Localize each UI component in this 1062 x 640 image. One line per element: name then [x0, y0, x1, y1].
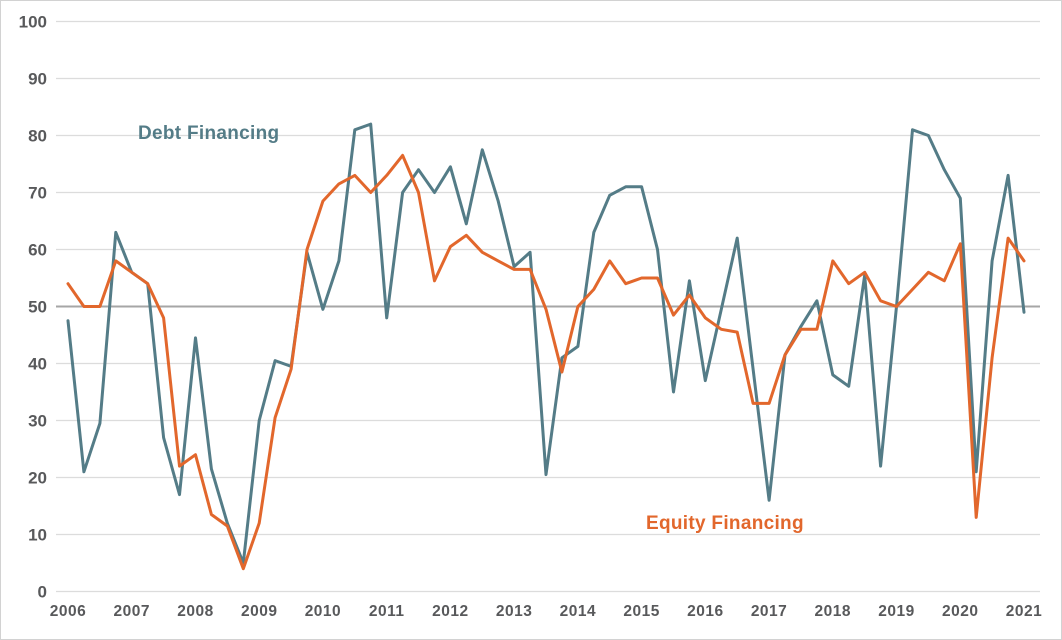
x-tick-label: 2018: [815, 603, 851, 620]
y-tick-label: 30: [28, 412, 47, 431]
debt-series-line: [66, 122, 1026, 565]
debt-financing-label: Debt Financing: [138, 123, 280, 144]
y-tick-label: 20: [28, 469, 47, 488]
x-tick-label: 2009: [241, 603, 277, 620]
x-tick-label: 2014: [560, 603, 596, 620]
y-tick-label: 80: [28, 127, 47, 146]
x-tick-label: 2019: [878, 603, 914, 620]
x-tick-label: 2021: [1006, 603, 1042, 620]
x-tick-label: 2015: [623, 603, 659, 620]
y-tick-label: 0: [38, 583, 47, 602]
x-tick-label: 2016: [687, 603, 723, 620]
x-tick-label: 2006: [50, 603, 86, 620]
x-tick-label: 2011: [369, 603, 405, 620]
equity-series-line: [66, 153, 1026, 571]
y-tick-label: 100: [19, 13, 47, 32]
y-tick-label: 10: [28, 526, 47, 545]
y-tick-label: 60: [28, 241, 47, 260]
x-tick-label: 2020: [942, 603, 978, 620]
x-tick-label: 2010: [305, 603, 341, 620]
x-tick-label: 2017: [751, 603, 787, 620]
x-tick-label: 2007: [113, 603, 149, 620]
y-tick-label: 70: [28, 184, 47, 203]
x-tick-label: 2013: [496, 603, 532, 620]
x-tick-label: 2008: [177, 603, 213, 620]
x-tick-label: 2012: [432, 603, 468, 620]
y-tick-label: 50: [28, 298, 47, 317]
y-tick-label: 90: [28, 70, 47, 89]
y-tick-label: 40: [28, 355, 47, 374]
equity-financing-label: Equity Financing: [646, 513, 804, 534]
